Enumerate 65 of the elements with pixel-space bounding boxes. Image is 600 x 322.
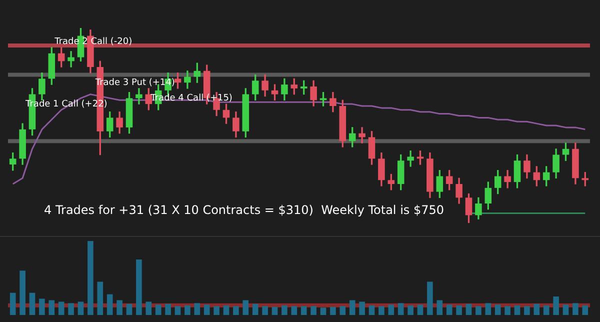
bar [427, 282, 433, 315]
candlestick [358, 127, 366, 144]
bar [262, 306, 268, 315]
bar [446, 304, 452, 315]
bar [524, 306, 530, 315]
candlestick [136, 88, 142, 104]
bar [165, 304, 171, 315]
bar [204, 304, 210, 315]
bar [359, 302, 365, 315]
bar [291, 306, 298, 315]
bar [466, 304, 472, 315]
bar [398, 303, 404, 315]
bar [417, 304, 424, 315]
bar [330, 306, 336, 315]
bar [300, 306, 307, 315]
bar [48, 300, 55, 315]
bar [88, 241, 94, 315]
bar [39, 298, 45, 315]
candlestick [407, 150, 414, 167]
bar [58, 302, 64, 315]
bar [476, 306, 482, 315]
bar [562, 304, 569, 315]
bar [242, 300, 249, 315]
bar [436, 300, 443, 315]
bar [534, 304, 540, 315]
bar [485, 303, 492, 315]
bar [272, 306, 278, 315]
bar [340, 306, 346, 315]
bar [320, 308, 326, 315]
bar [368, 305, 375, 315]
bar [233, 306, 239, 315]
bar [194, 303, 200, 315]
bar [408, 305, 414, 315]
bar [106, 294, 113, 315]
bar [349, 300, 356, 315]
bar [514, 305, 520, 315]
bar [553, 296, 559, 315]
bar [214, 306, 220, 315]
candlestick [68, 51, 74, 68]
bar [29, 292, 36, 315]
bar [494, 304, 501, 315]
bar [10, 292, 16, 315]
bar [310, 306, 316, 315]
bar [582, 305, 588, 315]
bar [282, 305, 288, 315]
bar [78, 302, 84, 315]
annotation: 4 Trades for +31 (31 X 10 Contracts = $310) Weekly Total is $750 [44, 203, 444, 218]
bar [155, 304, 162, 315]
bar [97, 282, 104, 315]
bar [174, 306, 181, 315]
bar [252, 304, 258, 315]
bar [184, 305, 190, 315]
bar [223, 305, 230, 315]
bar [456, 305, 462, 315]
bar [126, 304, 132, 315]
bar [388, 304, 394, 315]
bar [68, 303, 74, 315]
bar [378, 306, 384, 315]
bar [504, 306, 510, 315]
bar [146, 302, 152, 315]
bar [572, 303, 578, 315]
bar [116, 300, 122, 315]
bar [136, 260, 142, 315]
bar [20, 270, 26, 315]
bar [543, 305, 550, 315]
